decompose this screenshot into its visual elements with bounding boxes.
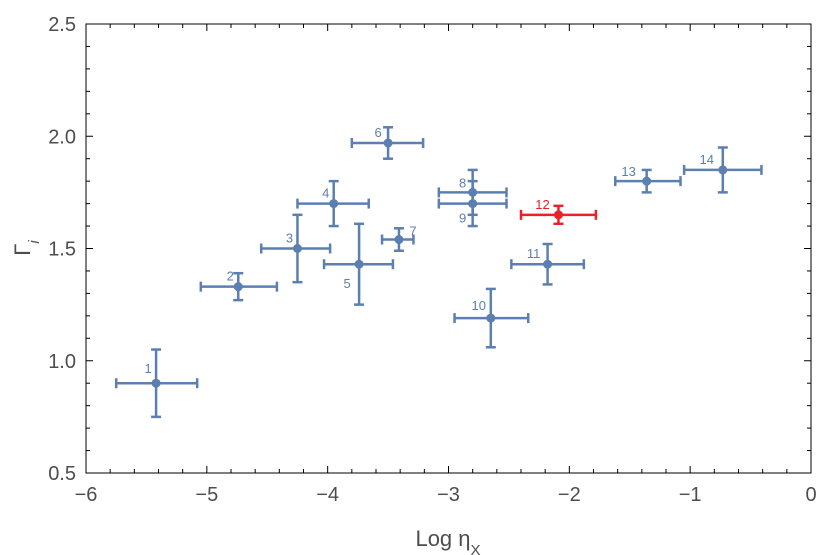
data-marker xyxy=(468,199,478,209)
y-tick-label: 0.5 xyxy=(48,463,76,485)
x-tick-label: −4 xyxy=(316,484,339,506)
x-axis-label-main: Log η xyxy=(415,526,470,551)
data-marker xyxy=(233,282,243,292)
axis-ticks xyxy=(85,23,812,474)
data-point-6: 6 xyxy=(350,125,425,160)
data-marker xyxy=(394,235,404,245)
point-label: 1 xyxy=(144,361,151,376)
point-label: 2 xyxy=(227,269,234,284)
data-point-9: 9 xyxy=(437,179,508,228)
point-label: 4 xyxy=(322,186,329,201)
data-point-11: 11 xyxy=(510,242,586,286)
data-marker xyxy=(383,138,393,148)
point-label: 10 xyxy=(472,298,486,313)
x-tick-label: −3 xyxy=(437,484,460,506)
x-tick-label: −2 xyxy=(558,484,581,506)
data-marker xyxy=(486,313,496,323)
x-tick-labels: −6 −5 −4 −3 −2 −1 0 xyxy=(75,484,817,506)
data-point-2: 2 xyxy=(199,269,279,302)
data-point-1: 1 xyxy=(114,348,199,419)
x-tick-label: −6 xyxy=(75,484,98,506)
data-point-4: 4 xyxy=(296,179,370,228)
point-label: 11 xyxy=(527,246,541,261)
plot-frame xyxy=(85,23,812,474)
point-label: 13 xyxy=(621,164,635,179)
data-marker xyxy=(543,259,553,269)
data-marker xyxy=(329,199,339,209)
y-axis-label-main: Γ xyxy=(10,244,35,256)
data-point-5: 5 xyxy=(322,222,395,306)
data-marker xyxy=(718,165,728,175)
y-tick-labels: 0.5 1.0 1.5 2.0 2.5 xyxy=(48,14,76,485)
point-label: 5 xyxy=(343,276,350,291)
y-axis-label-subscript: i xyxy=(26,240,43,244)
y-tick-label: 1.0 xyxy=(48,351,76,373)
data-marker xyxy=(292,244,302,253)
x-axis-label: Log ηX xyxy=(415,526,480,555)
point-label: 3 xyxy=(286,231,293,246)
y-axis-label: Γi xyxy=(10,240,43,256)
point-label: 7 xyxy=(409,224,416,239)
data-marker xyxy=(642,176,652,186)
data-point-14: 14 xyxy=(682,146,763,194)
data-point-13: 13 xyxy=(614,164,682,194)
y-tick-label: 2.5 xyxy=(48,14,76,36)
point-label: 9 xyxy=(459,211,466,226)
x-tick-label: −1 xyxy=(679,484,702,506)
data-point-12: 12 xyxy=(519,197,598,226)
x-tick-label: 0 xyxy=(805,484,816,506)
point-label: 14 xyxy=(700,152,714,167)
data-marker xyxy=(354,259,364,269)
x-axis-label-subscript: X xyxy=(471,542,481,555)
point-label: 6 xyxy=(374,125,381,140)
y-tick-label: 2.0 xyxy=(48,126,76,148)
data-point-10: 10 xyxy=(453,287,530,349)
y-tick-label: 1.5 xyxy=(48,239,76,261)
data-point-7: 7 xyxy=(380,224,417,252)
data-point-3: 3 xyxy=(259,213,332,284)
data-marker xyxy=(151,378,161,388)
point-label: 8 xyxy=(459,175,466,190)
data-marker xyxy=(553,210,563,220)
point-label: 12 xyxy=(535,197,549,212)
x-tick-label: −5 xyxy=(195,484,218,506)
